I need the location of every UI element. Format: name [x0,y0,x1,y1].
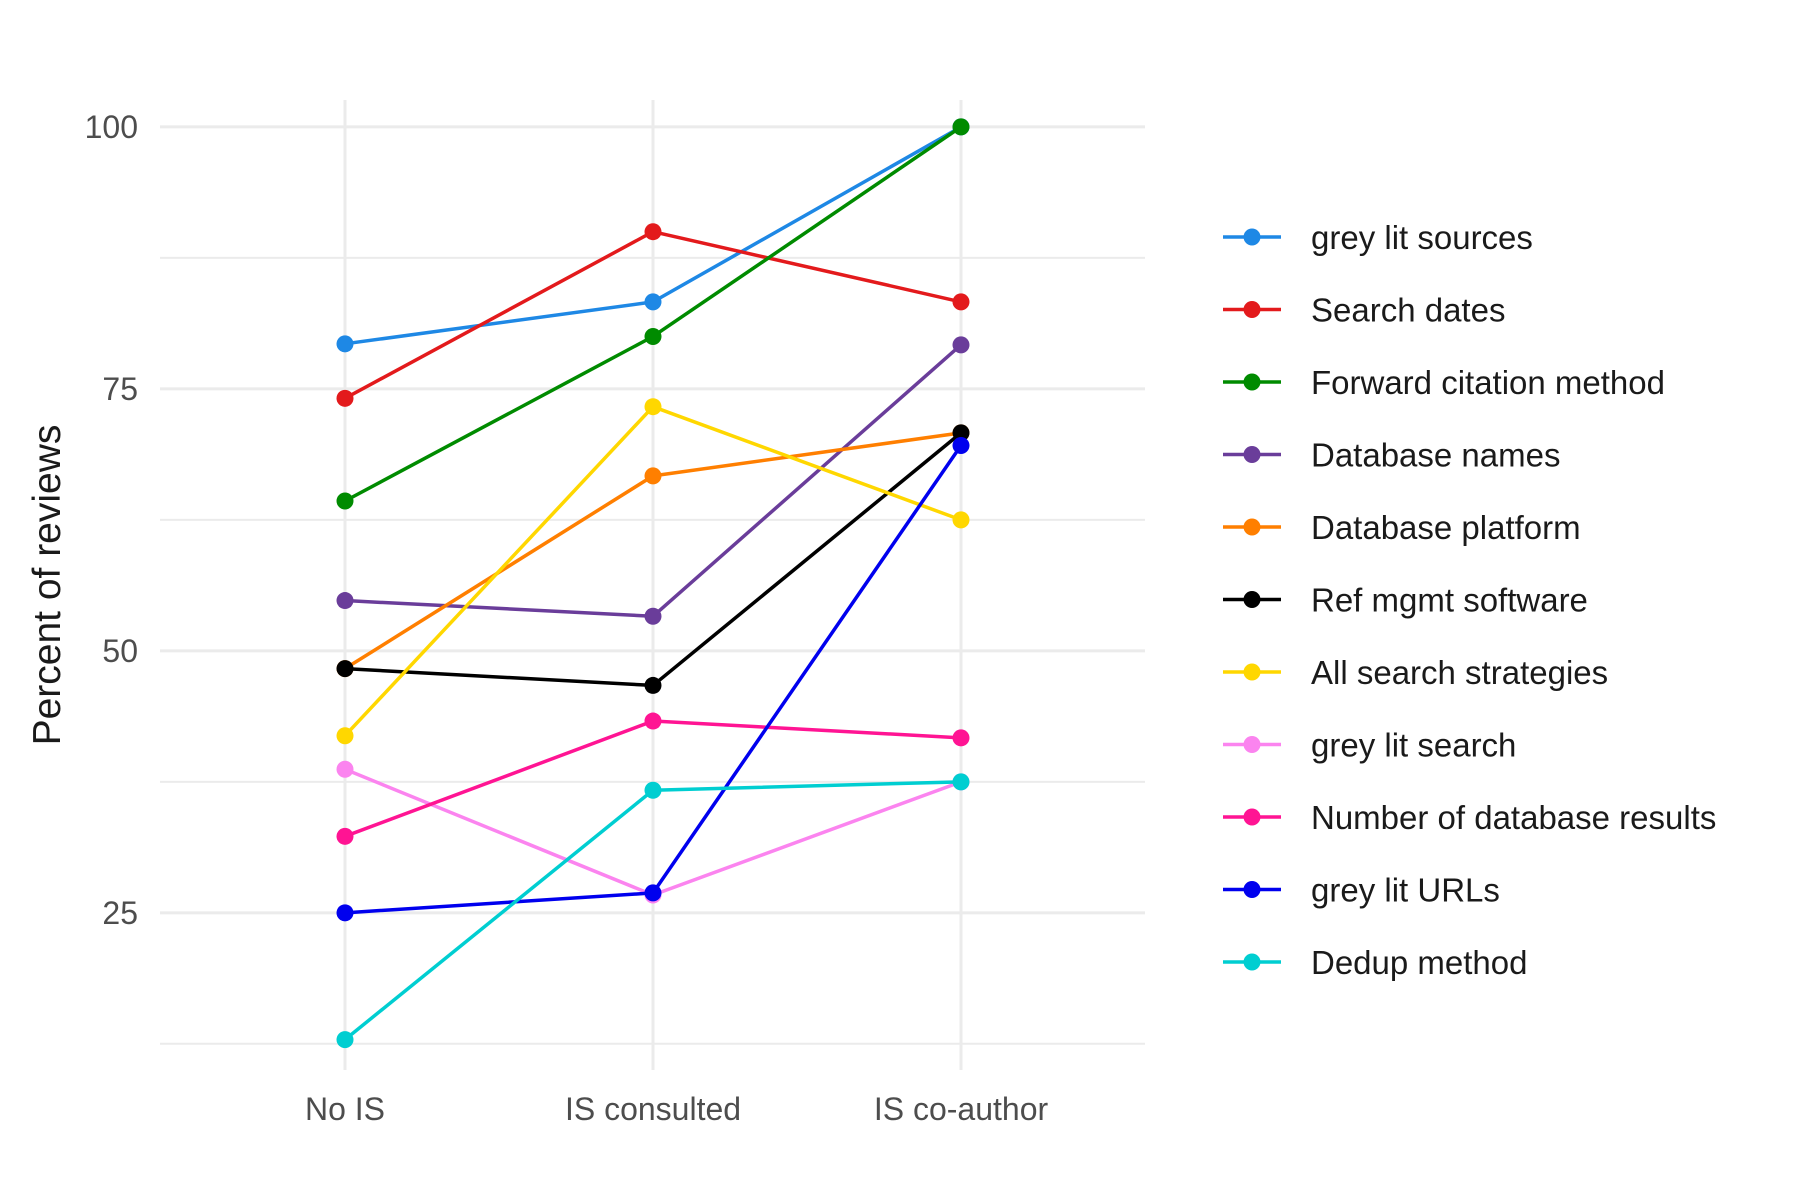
data-point [336,904,354,922]
series-group [336,118,970,510]
data-point [336,492,354,510]
axes: Percent of reviews 25 50 75 100 No IS IS cons… [26,109,1049,1127]
legend-item: Search dates [1223,292,1505,329]
legend-key-point [1243,663,1261,681]
legend-label: Search dates [1311,292,1505,329]
legend-key-point [1243,591,1261,608]
series-group [336,223,970,407]
legend: grey lit sources Search dates Forward cita… [1223,219,1716,981]
series-lines [336,118,970,1049]
y-tick-label: 75 [102,371,138,407]
series-group [336,712,970,845]
data-point [952,424,970,442]
data-point [336,335,354,353]
data-point [952,436,970,454]
x-tick-label: IS co-author [874,1091,1049,1127]
legend-key-point [1243,446,1261,463]
grid-lines [160,100,1145,1070]
data-point [952,118,970,136]
legend-label: Database names [1311,437,1560,474]
legend-key-point [1243,301,1261,318]
legend-item: Database names [1223,437,1560,474]
legend-key-point [1243,228,1261,246]
legend-label: grey lit URLs [1311,872,1500,909]
legend-key-point [1243,808,1261,826]
legend-key-point [1243,736,1261,753]
data-point [644,293,662,311]
legend-key-point [1243,953,1261,971]
legend-key-point [1243,518,1261,536]
legend-label: Number of database results [1311,799,1716,836]
legend-item: grey lit search [1223,727,1516,764]
data-point [644,223,662,241]
data-point [644,781,662,799]
data-point [644,327,662,345]
data-point [336,727,354,745]
legend-label: grey lit search [1311,727,1516,764]
data-point [644,712,662,730]
y-tick-label: 100 [85,109,138,145]
data-point [336,592,354,610]
legend-label: Dedup method [1311,944,1527,981]
data-point [952,293,970,311]
y-axis-title: Percent of reviews [26,425,69,746]
data-point [644,676,662,694]
x-tick-label: IS consulted [565,1091,741,1127]
legend-label: grey lit sources [1311,219,1533,256]
data-point [336,1031,354,1049]
data-point [336,389,354,407]
data-point [952,336,970,354]
legend-label: Ref mgmt software [1311,582,1588,619]
legend-label: Database platform [1311,509,1581,546]
legend-item: Database platform [1223,509,1581,546]
data-point [644,467,662,485]
legend-item: Dedup method [1223,944,1527,981]
legend-item: All search strategies [1223,654,1608,691]
legend-key-point [1243,881,1261,898]
series-group [336,398,970,745]
legend-item: grey lit URLs [1223,872,1500,909]
y-tick-label: 25 [102,895,138,931]
legend-item: Number of database results [1223,799,1716,836]
data-point [952,729,970,747]
data-point [644,398,662,416]
y-tick-label: 50 [102,633,138,669]
data-point [336,827,354,845]
x-tick-label: No IS [305,1091,385,1127]
legend-item: grey lit sources [1223,219,1533,256]
series-group [336,424,970,694]
data-point [952,511,970,529]
data-point [336,660,354,678]
series-group [336,773,970,1049]
series-group [336,436,970,922]
data-point [952,773,970,791]
legend-item: Forward citation method [1223,364,1665,401]
legend-label: Forward citation method [1311,364,1665,401]
data-point [644,607,662,625]
legend-label: All search strategies [1311,654,1608,691]
data-point [644,884,662,902]
legend-item: Ref mgmt software [1223,582,1588,619]
legend-key-point [1243,373,1261,391]
data-point [336,760,354,778]
